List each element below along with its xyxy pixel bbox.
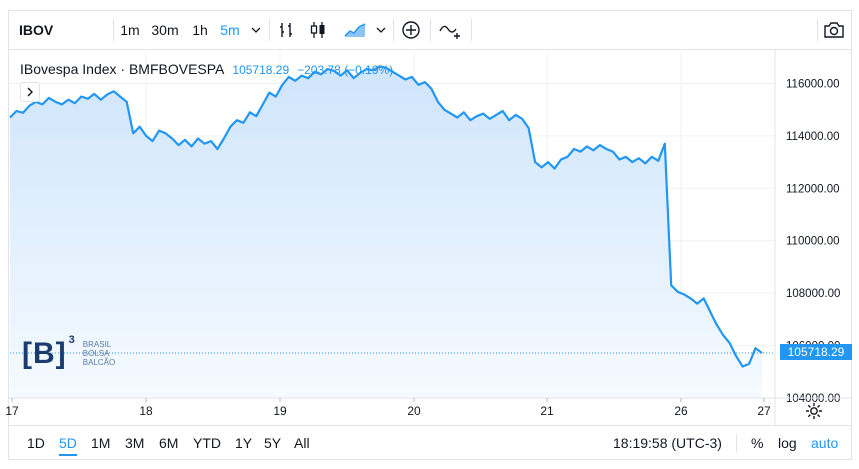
y-tick-label: 116000.00 — [786, 78, 840, 90]
divider — [269, 19, 270, 41]
x-tick-label: 26 — [674, 404, 688, 418]
x-tick-label: 20 — [407, 404, 421, 418]
range-3m[interactable]: 3M — [125, 435, 145, 451]
interval-30m[interactable]: 30m — [151, 22, 179, 38]
x-tick-label: 21 — [540, 404, 554, 418]
b3-superscript: 3 — [68, 334, 75, 346]
b3-line-1: BRASIL — [82, 340, 112, 349]
indicators-icon[interactable] — [437, 11, 465, 49]
range-all[interactable]: All — [294, 435, 310, 451]
price-area-fill — [10, 66, 762, 399]
y-tick-label: 104000.00 — [786, 393, 840, 405]
range-1m[interactable]: 1M — [91, 435, 111, 451]
range-5y[interactable]: 5Y — [264, 435, 282, 451]
interval-1h[interactable]: 1h — [192, 22, 208, 38]
bottom-toolbar: 1D 5D 1M 3M 6M YTD 1Y 5Y All 18:19:58 (U… — [9, 425, 851, 460]
b3-logo: [B] 3 BRASIL BOLSA BALCÃO — [22, 334, 115, 374]
price-change: −203.78 (−0.19%) — [297, 63, 394, 77]
range-1y[interactable]: 1Y — [235, 435, 253, 451]
auto-scale-toggle[interactable]: auto — [811, 435, 839, 451]
chevron-right-icon — [27, 87, 33, 97]
price-line — [9, 65, 763, 368]
x-tick-label: 19 — [273, 404, 287, 418]
y-tick-label: 112000.00 — [786, 183, 840, 195]
range-ytd[interactable]: YTD — [193, 435, 221, 451]
range-1d[interactable]: 1D — [27, 435, 45, 451]
candles-style-icon[interactable] — [307, 11, 329, 49]
x-tick-label: 18 — [139, 404, 153, 418]
y-tick-label: 108000.00 — [786, 288, 840, 300]
divider — [113, 19, 114, 41]
y-tick-label: 110000.00 — [786, 236, 840, 248]
bars-style-icon[interactable] — [277, 11, 297, 49]
legend-toggle-button[interactable] — [20, 82, 40, 102]
log-scale-toggle[interactable]: log — [778, 435, 797, 451]
b3-line-2: BOLSA — [82, 349, 110, 358]
b3-line-3: BALCÃO — [82, 358, 116, 367]
divider — [736, 434, 737, 452]
area-style-icon[interactable] — [343, 11, 367, 49]
interval-5m[interactable]: 5m — [220, 22, 240, 38]
interval-1m[interactable]: 1m — [120, 22, 140, 38]
last-value: 105718.29 — [232, 63, 290, 77]
series-name[interactable]: IBovespa Index · BMFBOVESPA — [20, 61, 225, 77]
x-tick-label: 27 — [757, 404, 771, 418]
interval-dropdown-chevron-icon[interactable] — [249, 11, 263, 49]
x-tick-label: 17 — [5, 404, 19, 418]
camera-icon[interactable] — [821, 11, 847, 49]
series-legend: IBovespa Index · BMFBOVESPA 105718.29 −2… — [20, 61, 393, 77]
divider — [430, 19, 431, 41]
y-tick-label: 114000.00 — [786, 131, 840, 143]
chart-widget — [8, 10, 852, 460]
range-5d[interactable]: 5D — [59, 426, 77, 460]
top-toolbar: IBOV 1m 30m 1h 5m — [9, 11, 851, 50]
chart-style-chevron-icon[interactable] — [374, 11, 388, 49]
divider — [393, 19, 394, 41]
clock-timezone[interactable]: 18:19:58 (UTC-3) — [613, 435, 722, 451]
settings-gear-icon[interactable] — [804, 401, 824, 421]
compare-plus-icon[interactable] — [399, 11, 423, 49]
percent-scale-toggle[interactable]: % — [751, 435, 764, 451]
b3-mark: [B] — [22, 337, 67, 370]
divider — [471, 19, 472, 41]
range-6m[interactable]: 6M — [159, 435, 179, 451]
divider — [817, 19, 818, 41]
symbol-search[interactable]: IBOV — [19, 22, 54, 38]
last-price-label: 105718.29 — [780, 344, 852, 360]
